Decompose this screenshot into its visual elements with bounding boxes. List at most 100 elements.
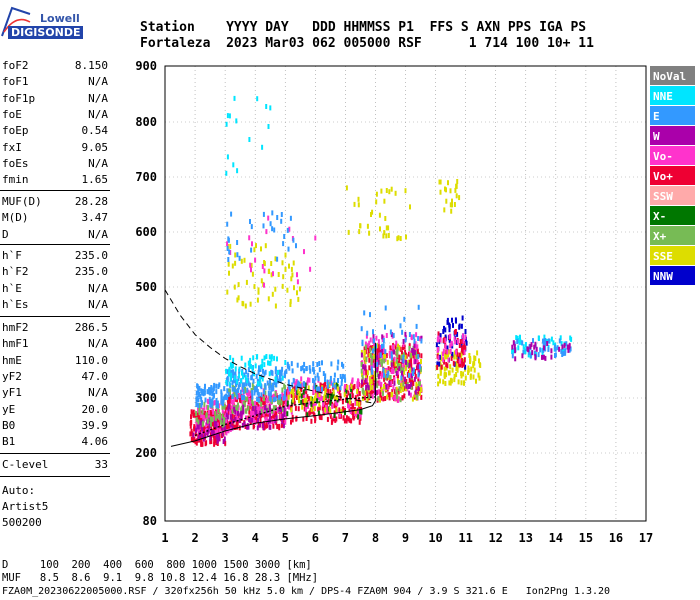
echo-point — [304, 403, 307, 409]
echo-point — [233, 424, 236, 430]
echo-point — [456, 179, 459, 184]
echo-point — [362, 370, 365, 376]
echo-point — [241, 387, 244, 393]
echo-point — [454, 329, 456, 335]
echo-point — [307, 385, 310, 391]
echo-point — [266, 398, 269, 404]
echo-point — [196, 424, 199, 430]
echo-point — [377, 351, 380, 357]
echo-point — [215, 434, 218, 440]
echo-point — [371, 369, 374, 375]
echo-point — [272, 413, 275, 419]
echo-point — [561, 352, 564, 357]
echo-point — [221, 413, 224, 419]
echo-point — [528, 349, 530, 355]
echo-point — [205, 412, 208, 418]
echo-point — [247, 405, 250, 411]
header-line1: Station YYYY DAY DDD HHMMSS P1 FFS S AXN… — [140, 20, 587, 35]
echo-point — [302, 416, 305, 422]
echo-point — [274, 381, 277, 387]
echo-point — [249, 382, 251, 388]
echo-point — [229, 395, 232, 401]
echo-point — [361, 371, 363, 377]
param-value: 0.54 — [81, 124, 109, 138]
echo-point — [301, 404, 304, 410]
echo-point — [321, 396, 324, 401]
echo-point — [458, 352, 461, 358]
echo-point — [527, 347, 530, 353]
plot-frame — [164, 65, 647, 522]
echo-point — [274, 256, 277, 262]
echo-point — [269, 382, 272, 388]
echo-point — [290, 419, 292, 425]
echo-point — [378, 356, 381, 361]
echo-point — [228, 381, 231, 387]
param-value: 8.150 — [74, 59, 108, 72]
echo-point — [450, 208, 453, 214]
echo-point — [287, 394, 290, 400]
echo-point — [535, 346, 538, 352]
echo-point — [458, 361, 461, 367]
echo-point — [309, 400, 312, 406]
echo-point — [451, 198, 453, 204]
echo-point — [214, 415, 217, 421]
echo-point — [217, 403, 219, 409]
echo-point — [382, 396, 385, 402]
echo-point — [269, 391, 272, 397]
echo-point — [372, 362, 375, 368]
echo-point — [270, 387, 273, 392]
echo-point — [472, 374, 475, 380]
echo-point — [214, 435, 217, 441]
echo-point — [231, 399, 234, 405]
echo-point — [225, 368, 228, 374]
echo-point — [234, 416, 237, 422]
echo-point — [219, 412, 221, 418]
echo-point — [469, 357, 472, 363]
echo-point — [300, 376, 303, 382]
echo-point — [361, 339, 364, 345]
echo-point — [568, 344, 571, 350]
echo-point — [439, 189, 442, 195]
echo-point — [264, 369, 267, 375]
echo-point — [240, 355, 243, 361]
y-tick-label: 600 — [135, 225, 157, 239]
echo-point — [274, 366, 277, 372]
echo-point — [257, 397, 260, 403]
echo-point — [278, 425, 281, 431]
echo-point — [369, 380, 371, 386]
echo-point — [253, 247, 256, 253]
echo-point — [210, 409, 212, 415]
echo-point — [262, 425, 265, 431]
echo-point — [436, 364, 439, 370]
echo-point — [263, 282, 265, 288]
echo-point — [325, 404, 328, 410]
echo-point — [288, 263, 290, 269]
param-value: N/A — [88, 281, 108, 295]
echo-point — [216, 437, 219, 443]
echo-point — [229, 410, 232, 416]
echo-point — [213, 382, 216, 388]
echo-point — [534, 341, 537, 347]
echo-point — [250, 224, 253, 230]
echo-point — [244, 362, 247, 368]
echo-point — [216, 424, 219, 430]
echo-point — [398, 358, 401, 364]
echo-point — [316, 362, 319, 367]
echo-point — [193, 425, 196, 431]
echo-point — [261, 264, 264, 269]
echo-point — [360, 326, 363, 332]
param-separator — [0, 316, 110, 317]
echo-point — [299, 383, 302, 389]
echo-point — [286, 227, 289, 233]
echo-point — [358, 419, 361, 425]
echo-point — [228, 371, 230, 377]
param-label: foEs — [2, 156, 29, 170]
echo-point — [470, 366, 473, 372]
echo-point — [251, 394, 254, 400]
echo-point — [437, 331, 440, 337]
echo-point — [291, 368, 294, 374]
legend-label: SSW — [653, 190, 673, 203]
echo-point — [194, 439, 197, 445]
echo-point — [246, 396, 249, 402]
echo-point — [257, 392, 260, 398]
